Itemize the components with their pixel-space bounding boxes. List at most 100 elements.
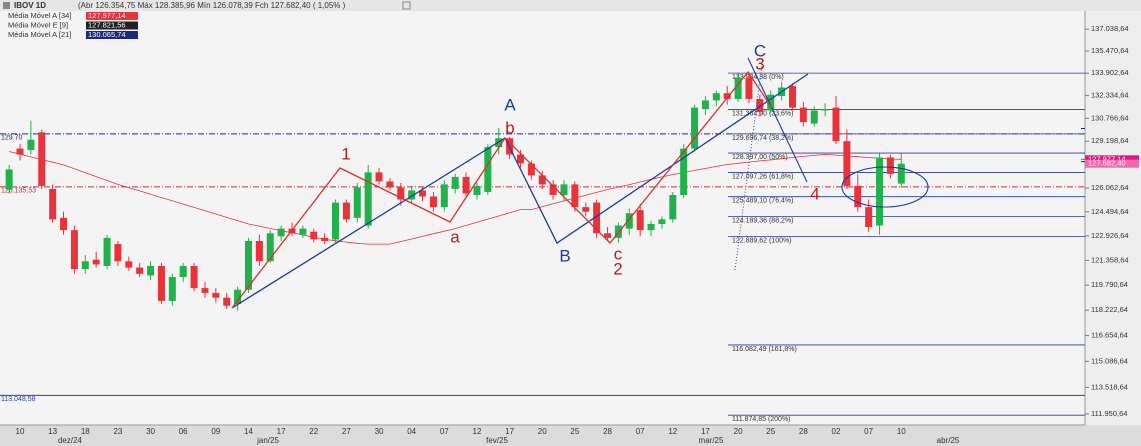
x-tick-label: 28	[603, 427, 612, 436]
x-tick-label: 28	[799, 427, 808, 436]
candle-body	[549, 184, 557, 195]
candle-body	[375, 172, 383, 182]
fib-label: 122.889,62 (100%)	[732, 237, 792, 244]
candle-body	[723, 93, 731, 99]
x-tick-label: 09	[211, 427, 220, 436]
candle-body	[821, 109, 829, 111]
price-badge	[1085, 159, 1139, 168]
y-tick-label: 111.950,64	[1091, 409, 1127, 418]
x-tick-label: 23	[113, 427, 122, 436]
candle-body	[157, 265, 165, 301]
legend-value: 127.977,14	[88, 11, 126, 20]
candle-body	[680, 148, 688, 195]
legend-label: Média Móvel A [34]	[8, 11, 71, 20]
wave-label: B	[559, 246, 570, 265]
candle-body	[266, 233, 274, 262]
candle-body	[429, 196, 437, 208]
y-tick-label: 129.198,64	[1091, 136, 1129, 145]
candle-body	[49, 188, 57, 220]
candle-body	[408, 190, 416, 200]
x-tick-label: 12	[668, 427, 677, 436]
x-tick-label: 07	[440, 427, 449, 436]
candle-body	[38, 132, 46, 186]
candle-body	[495, 138, 503, 148]
candle-body	[190, 265, 198, 289]
candle-body	[310, 231, 318, 240]
candle-body	[136, 267, 144, 274]
y-tick-label: 119.790,64	[1091, 280, 1128, 289]
candle-body	[647, 223, 655, 231]
wave-line	[747, 57, 808, 183]
x-tick-label: 22	[309, 427, 318, 436]
candle-body	[70, 230, 78, 270]
x-tick-label: 20	[538, 427, 547, 436]
legend-badge	[86, 31, 138, 39]
candle-body	[114, 244, 122, 262]
fib-label: 131.364,90 (23,6%)	[732, 110, 794, 117]
icon[interactable]	[3, 2, 10, 9]
candle-body	[419, 190, 427, 197]
candle-body	[212, 292, 220, 298]
candle-body	[201, 288, 209, 293]
candle-body	[462, 176, 470, 194]
x-tick-label: 20	[734, 427, 743, 436]
candle-body	[332, 202, 340, 240]
reference-label: 129.70	[1, 135, 23, 142]
x-tick-label: 02	[832, 427, 841, 436]
wave-label: A	[504, 95, 516, 114]
x-tick-label: 25	[766, 427, 775, 436]
candle-body	[593, 202, 601, 234]
wave-label: 2	[613, 259, 622, 278]
candle-body	[516, 154, 524, 164]
highlight-ellipse	[841, 166, 929, 208]
candle-body	[701, 100, 709, 110]
y-tick-label: 116.654,64	[1091, 331, 1128, 340]
candle-body	[440, 184, 448, 208]
y-axis-band	[1085, 11, 1141, 425]
candle-body	[168, 277, 176, 301]
candle-body	[81, 261, 89, 270]
legend-badge	[86, 12, 138, 20]
y-tick-label: 113.518,64	[1091, 382, 1128, 391]
candle-body	[658, 219, 666, 224]
candle-body	[854, 185, 862, 208]
candle-body	[734, 77, 742, 99]
x-axis-band	[0, 425, 1141, 446]
fib-label: 128.397,00 (50%)	[732, 154, 788, 161]
wave-label: 3	[755, 54, 764, 73]
x-tick-label: 30	[375, 427, 384, 436]
legend-value: 130.065,74	[88, 30, 126, 39]
wave-line	[231, 70, 773, 309]
candle-body	[799, 107, 807, 123]
candle-body	[103, 237, 111, 266]
candle-body	[27, 139, 35, 151]
x-tick-label: 13	[48, 427, 57, 436]
y-tick-label: 124.494,64	[1091, 207, 1129, 216]
month-label: fev/25	[486, 436, 508, 445]
fib-label: 127.097,26 (61,8%)	[732, 173, 794, 180]
candle-body	[5, 169, 13, 190]
candle-body	[299, 228, 307, 235]
candle-body	[636, 210, 644, 231]
candle-body	[234, 289, 242, 305]
candle-body	[179, 265, 187, 278]
top-bar	[0, 0, 1141, 11]
month-label: mar/25	[699, 436, 724, 445]
y-tick-label: 122.926,64	[1091, 231, 1129, 240]
x-tick-label: 10	[897, 427, 906, 436]
candle-body	[473, 185, 481, 195]
y-tick-label: 135.470,64	[1091, 46, 1129, 55]
x-tick-label: 10	[16, 427, 25, 436]
icon[interactable]	[402, 1, 411, 10]
month-label: jan/25	[256, 436, 279, 445]
x-tick-label: 07	[864, 427, 873, 436]
month-label: abr/25	[937, 436, 960, 445]
candle-body	[397, 187, 405, 200]
candle-body	[527, 163, 535, 176]
candle-body	[745, 77, 753, 99]
fib-label: 116.082,49 (161,8%)	[732, 346, 797, 353]
x-tick-label: 25	[570, 427, 579, 436]
x-tick-label: 17	[701, 427, 710, 436]
